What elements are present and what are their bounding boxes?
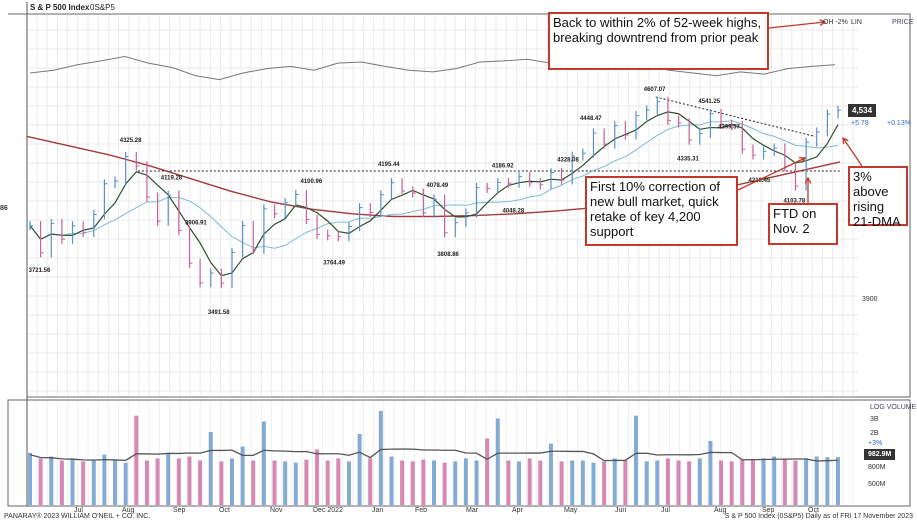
pivot-label: 4078.49 [427,183,449,189]
price-change: +5.78 [851,120,869,127]
pivot-label: 4100.96 [300,179,322,185]
pivot-label: 4328.08 [557,158,579,164]
pivot-label: 4541.25 [698,99,720,105]
footer-copyright: PANARAY® 2023 WILLIAM O'NEIL + CO. INC. [4,513,151,520]
pivot-label: 4448.47 [580,116,602,122]
volume-change: +3% [868,440,883,447]
pivot-label: 4048.28 [502,209,524,215]
arrow-52-week-highs [768,21,826,29]
x-axis-label: Aug [122,507,135,514]
x-axis-label: Aug [714,507,727,514]
pivot-label: 4335.31 [677,156,699,162]
volume-tick-3b: 3B [870,416,879,423]
x-axis-label: Jun [615,507,627,514]
panel-label: PRICE [892,19,914,26]
x-axis-label: May [564,507,578,514]
price-panel [26,13,911,398]
annotation-first-correction: First 10% correction of new bull market,… [585,176,738,246]
last-price-tag: 4,534 [848,104,877,117]
scale-type[interactable]: LIN [851,19,862,26]
pivot-label: 4195.44 [378,162,400,168]
x-axis-label: Oct [808,507,819,514]
pivot-label: 3764.49 [323,260,345,266]
pivot-label: 3906.91 [185,220,207,226]
annotation-21dma: 3% above rising 21-DMA [848,166,908,229]
pivot-label: 4399.57 [718,125,740,131]
x-axis-label: Feb [415,507,428,514]
pivot-label: 4607.07 [644,87,666,93]
volume-tick-800m: 800M [868,464,886,471]
annotation-52-week-highs: Back to within 2% of 52-week highs, brea… [548,12,769,70]
x-axis-label: Mar [466,507,479,514]
arrow-ftd-head [804,176,812,184]
pivot-label: 4325.28 [120,138,142,144]
volume-tick-2b: 2B [870,430,879,437]
price-change-pct: +0.13% [887,120,911,127]
pivot-label: 4186.92 [492,163,514,169]
pivot-label: 4103.78 [783,199,805,205]
x-axis-label: Nov [270,507,283,514]
x-axis-label: Jul [74,507,83,514]
downtrend-line [655,96,816,137]
rs-line [29,55,836,81]
price-axis-label: 3900 [862,296,878,303]
annotation-ftd: FTD on Nov. 2 [768,203,838,245]
x-axis-label: Sep [762,507,775,514]
pivot-label: 3808.86 [437,252,459,258]
arrow-first-correction [737,157,806,191]
pivot-label: 3491.58 [208,310,230,316]
x-axis-label: Apr [512,507,523,514]
x-axis-label: Jul [661,507,670,514]
x-axis-label: Sep [173,507,186,514]
volume-average-line [29,448,839,462]
volume-title: LOG VOLUME [870,404,917,411]
pivot-label: 3721.56 [29,268,51,274]
pivot-label: 4216.45 [749,178,771,184]
arrow-21dma-head [842,136,849,145]
scale-mode[interactable]: OH -2% [823,19,848,26]
x-axis-label: Jan [372,507,384,514]
chart-symbol: 0S&P5 [90,3,115,12]
footer-date: S & P 500 Index (0S&P5) Daily as of FRI … [724,513,913,520]
volume-tick-500m: 500M [868,481,886,488]
arrow-52-week-highs-head [819,19,827,26]
x-axis-label: Oct [219,507,230,514]
volume-avg-tag: 982.9M [864,449,896,460]
x-axis-label: Dec 2022 [313,507,343,514]
arrow-first-correction-head [798,157,807,164]
pivot-label: 4119.28 [161,176,183,182]
left-cut-label: 86 [0,205,8,212]
chart-title: S & P 500 Index [30,3,90,12]
arrow-21dma [842,137,863,167]
